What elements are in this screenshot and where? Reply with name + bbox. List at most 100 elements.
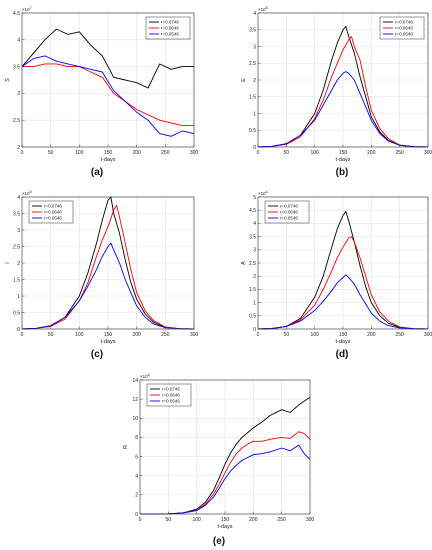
series-line-0 xyxy=(257,211,429,330)
legend-entry: r=0.0646 xyxy=(161,26,179,31)
x-axis-label: t-days xyxy=(336,339,351,345)
x-tick-label: 150 xyxy=(221,517,230,523)
panel-caption: (e) xyxy=(213,536,225,547)
panel-4: 0 50 100 150 200 250 300 0 2 4 6 8 10 12 14×106 t-days R… xyxy=(123,373,314,547)
y-tick-label: 0 xyxy=(253,145,256,151)
y-tick-label: 3 xyxy=(253,248,256,254)
y-tick-label: 4.5 xyxy=(249,208,256,214)
y-tick-label: 2 xyxy=(135,493,138,499)
y-tick-label: 4 xyxy=(253,221,256,227)
legend-box xyxy=(264,200,310,224)
y-tick-label: 0.5 xyxy=(249,314,256,320)
series-line-0 xyxy=(257,25,429,148)
legend-entry: r=0.0646 xyxy=(44,210,62,215)
x-tick-label: 100 xyxy=(310,150,319,156)
y-tick-label: 1.5 xyxy=(249,287,256,293)
axis-exponent: ×107 xyxy=(22,6,32,12)
y-tick-label: 1 xyxy=(253,300,256,306)
axis-exponent: ×105 xyxy=(22,190,32,196)
y-tick-label: 4.5 xyxy=(13,11,20,17)
panel-caption: (a) xyxy=(91,167,103,178)
axis-exponent: ×104 xyxy=(258,190,268,196)
x-tick-label: 150 xyxy=(339,150,348,156)
series-line-1 xyxy=(257,36,429,148)
series-line-2 xyxy=(21,242,195,330)
legend-entry: r=0.0546 xyxy=(280,216,298,221)
y-tick-label: 2 xyxy=(253,274,256,280)
panel-1: 0 50 100 150 200 250 300 0 0.5 1 1.5 2 2.5 3 3.5 4×105 t… xyxy=(241,6,432,178)
y-tick-label: 3 xyxy=(253,44,256,50)
x-axis-label: t-days xyxy=(336,157,351,163)
legend-entry: r=0.0746 xyxy=(395,20,413,25)
x-tick-label: 200 xyxy=(367,150,376,156)
panel-2: 0 50 100 150 200 250 300 0 0.5 1 1.5 2 2.5 3 3.5 4×105 t… xyxy=(5,190,198,360)
series-line-0 xyxy=(21,28,194,89)
y-axis-label: E xyxy=(241,78,247,82)
y-tick-label: 10 xyxy=(132,416,138,422)
series-line-2 xyxy=(140,444,311,515)
x-tick-label: 50 xyxy=(48,332,54,338)
series-line-1 xyxy=(22,63,194,127)
legend-entry: r=0.0746 xyxy=(280,204,298,209)
legend-box xyxy=(379,16,425,40)
panel-caption: (c) xyxy=(91,349,103,360)
legend-entry: r=0.0546 xyxy=(162,399,180,404)
series-line-1 xyxy=(21,204,195,330)
y-axis-label: I xyxy=(5,262,11,264)
y-tick-label: 2.5 xyxy=(13,118,20,124)
y-tick-label: 1 xyxy=(17,294,20,300)
y-tick-label: 14 xyxy=(132,378,138,384)
x-tick-label: 150 xyxy=(104,150,113,156)
x-tick-label: 250 xyxy=(161,332,170,338)
x-tick-label: 250 xyxy=(161,150,170,156)
y-tick-label: 12 xyxy=(132,397,138,403)
axis-exponent: ×105 xyxy=(258,6,268,12)
x-axis-label: t-days xyxy=(101,339,116,345)
x-tick-label: 50 xyxy=(48,150,54,156)
axis-exponent: ×106 xyxy=(140,373,150,379)
y-tick-label: 4 xyxy=(135,474,138,480)
x-tick-label: 200 xyxy=(132,150,141,156)
y-tick-label: 2.5 xyxy=(249,261,256,267)
y-tick-label: 4 xyxy=(17,38,20,44)
x-tick-label: 0 xyxy=(21,332,24,338)
x-tick-label: 100 xyxy=(75,150,84,156)
panel-caption: (d) xyxy=(336,349,349,360)
x-tick-label: 200 xyxy=(132,332,141,338)
legend-box xyxy=(28,200,74,224)
y-tick-label: 2 xyxy=(17,145,20,151)
x-tick-label: 100 xyxy=(192,517,201,523)
x-tick-label: 50 xyxy=(284,332,290,338)
y-tick-label: 3.5 xyxy=(13,211,20,217)
y-tick-label: 4 xyxy=(17,195,20,201)
x-tick-label: 150 xyxy=(104,332,113,338)
y-tick-label: 4 xyxy=(253,11,256,17)
y-tick-label: 0 xyxy=(135,512,138,518)
x-tick-label: 200 xyxy=(249,517,258,523)
x-tick-label: 250 xyxy=(395,332,404,338)
legend-entry: r=0.0646 xyxy=(395,26,413,31)
legend-entry: r=0.0546 xyxy=(395,32,413,37)
y-tick-label: 8 xyxy=(135,435,138,441)
panel-3: 0 50 100 150 200 250 300 0 0.5 1 1.5 2 2.5 3 3.5 4 4.5 5×… xyxy=(241,190,432,360)
x-tick-label: 50 xyxy=(284,150,290,156)
series-line-2 xyxy=(257,71,429,148)
y-axis-label: A xyxy=(241,261,247,265)
y-tick-label: 0 xyxy=(253,327,256,333)
y-tick-label: 2.5 xyxy=(13,244,20,250)
y-tick-label: 0.5 xyxy=(13,310,20,316)
legend-box xyxy=(145,16,191,40)
y-tick-label: 3.5 xyxy=(13,64,20,70)
y-tick-label: 0 xyxy=(17,327,20,333)
x-tick-label: 250 xyxy=(277,517,286,523)
x-tick-label: 0 xyxy=(139,517,142,523)
y-tick-label: 1.5 xyxy=(249,95,256,101)
y-tick-label: 2 xyxy=(253,78,256,84)
legend-entry: r=0.0546 xyxy=(44,216,62,221)
legend-box xyxy=(146,383,192,407)
y-tick-label: 3.5 xyxy=(249,28,256,34)
x-tick-label: 0 xyxy=(257,150,260,156)
